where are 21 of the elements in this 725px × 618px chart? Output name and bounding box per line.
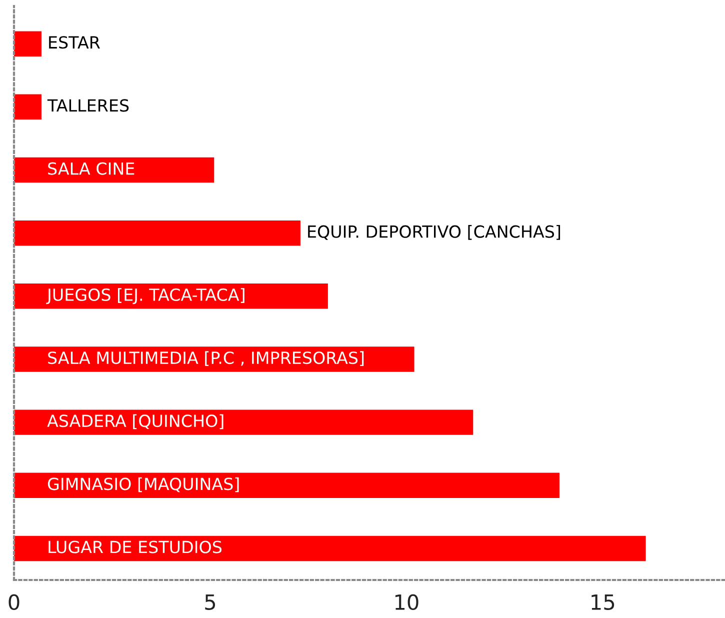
- x-tick-label: 10: [395, 594, 418, 610]
- x-tick-label: 0: [8, 594, 20, 610]
- y-tick-label: EQUIP. DEPORTIVO [CANCHAS]: [308, 225, 560, 240]
- bar: [14, 31, 42, 56]
- y-tick-label: LUGAR DE ESTUDIOS: [48, 540, 222, 554]
- bar: [14, 472, 560, 498]
- x-tick-label: 5: [205, 594, 216, 610]
- y-tick-label: ESTAR: [49, 36, 100, 49]
- y-tick-label: SALA MULTIMEDIA [P.C , IMPRESORAS]: [48, 351, 364, 366]
- bar: [14, 220, 300, 246]
- y-tick-label: ASADERA [QUINCHO]: [47, 414, 224, 430]
- y-tick-label: JUEGOS [EJ. TACA-TACA]: [46, 288, 244, 304]
- bar: [14, 157, 214, 183]
- y-tick-label: GIMNASIO [MAQUINAS]: [48, 477, 239, 492]
- bar: [14, 536, 646, 562]
- bar: [14, 94, 42, 120]
- y-tick-label: TALLERES: [47, 99, 129, 112]
- bar: [14, 410, 474, 435]
- x-tick-label: 15: [592, 594, 614, 610]
- y-tick-label: SALA CINE: [48, 162, 134, 175]
- bar: [14, 284, 328, 309]
